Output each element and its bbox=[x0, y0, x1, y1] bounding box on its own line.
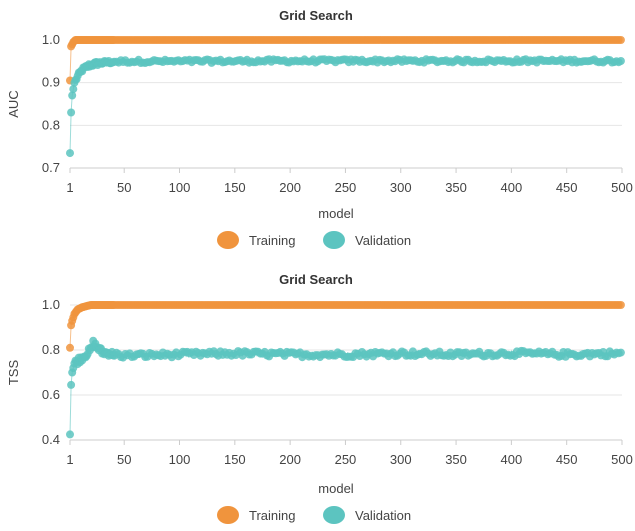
legend-marker-validation bbox=[323, 506, 345, 524]
x-tick-label: 200 bbox=[279, 452, 301, 467]
x-tick-label: 400 bbox=[501, 452, 523, 467]
x-tick-label: 1 bbox=[66, 452, 73, 467]
chart-title: Grid Search bbox=[279, 8, 353, 23]
data-point bbox=[68, 91, 77, 100]
legend-marker-validation bbox=[323, 231, 345, 249]
series-validation bbox=[66, 55, 625, 158]
series-validation bbox=[66, 336, 625, 439]
legend: Training Validation bbox=[217, 231, 411, 249]
data-point bbox=[69, 85, 78, 94]
series-line bbox=[69, 304, 622, 348]
x-tick-label: 100 bbox=[169, 452, 191, 467]
data-point bbox=[616, 36, 625, 44]
series-training bbox=[66, 36, 625, 85]
series-training bbox=[66, 301, 625, 352]
data-point bbox=[67, 108, 76, 117]
y-tick-label: 0.9 bbox=[42, 75, 60, 90]
x-tick-label: 200 bbox=[279, 180, 301, 195]
y-tick-label: 0.8 bbox=[42, 117, 60, 132]
data-point bbox=[66, 149, 74, 158]
x-tick-label: 150 bbox=[224, 452, 246, 467]
data-point bbox=[616, 57, 625, 65]
legend-marker-training bbox=[217, 231, 239, 249]
x-tick-label: 100 bbox=[169, 180, 191, 195]
y-axis-label: AUC bbox=[6, 90, 21, 117]
y-axis-label: TSS bbox=[6, 360, 21, 386]
legend-label-training: Training bbox=[249, 508, 295, 523]
x-tick-label: 500 bbox=[611, 452, 633, 467]
x-tick-label: 300 bbox=[390, 180, 412, 195]
y-tick-label: 0.4 bbox=[42, 432, 60, 447]
x-tick-label: 250 bbox=[335, 452, 357, 467]
legend-label-validation: Validation bbox=[355, 233, 411, 248]
x-tick-label: 500 bbox=[611, 180, 633, 195]
x-tick-label: 450 bbox=[556, 180, 578, 195]
x-tick-label: 250 bbox=[335, 180, 357, 195]
data-point bbox=[616, 348, 625, 357]
x-tick-label: 350 bbox=[445, 180, 467, 195]
y-tick-label: 0.7 bbox=[42, 160, 60, 175]
x-tick-label: 300 bbox=[390, 452, 412, 467]
y-tick-label: 0.6 bbox=[42, 387, 60, 402]
legend: Training Validation bbox=[217, 506, 411, 524]
x-tick-label: 50 bbox=[117, 180, 131, 195]
x-tick-label: 150 bbox=[224, 180, 246, 195]
y-tick-label: 1.0 bbox=[42, 32, 60, 47]
data-point bbox=[67, 380, 76, 389]
data-point bbox=[616, 301, 625, 309]
legend-marker-training bbox=[217, 506, 239, 524]
x-tick-label: 350 bbox=[445, 452, 467, 467]
x-tick-label: 450 bbox=[556, 452, 578, 467]
legend-label-training: Training bbox=[249, 233, 295, 248]
chart-title: Grid Search bbox=[279, 272, 353, 287]
x-axis-label: model bbox=[318, 206, 354, 221]
x-axis-label: model bbox=[318, 481, 354, 496]
legend-label-validation: Validation bbox=[355, 508, 411, 523]
data-point bbox=[66, 430, 74, 439]
series-line bbox=[69, 58, 623, 154]
x-tick-label: 400 bbox=[501, 180, 523, 195]
y-tick-label: 0.8 bbox=[42, 342, 60, 357]
x-tick-label: 1 bbox=[66, 180, 73, 195]
data-point bbox=[66, 343, 74, 352]
x-tick-label: 50 bbox=[117, 452, 131, 467]
y-tick-label: 1.0 bbox=[42, 297, 60, 312]
